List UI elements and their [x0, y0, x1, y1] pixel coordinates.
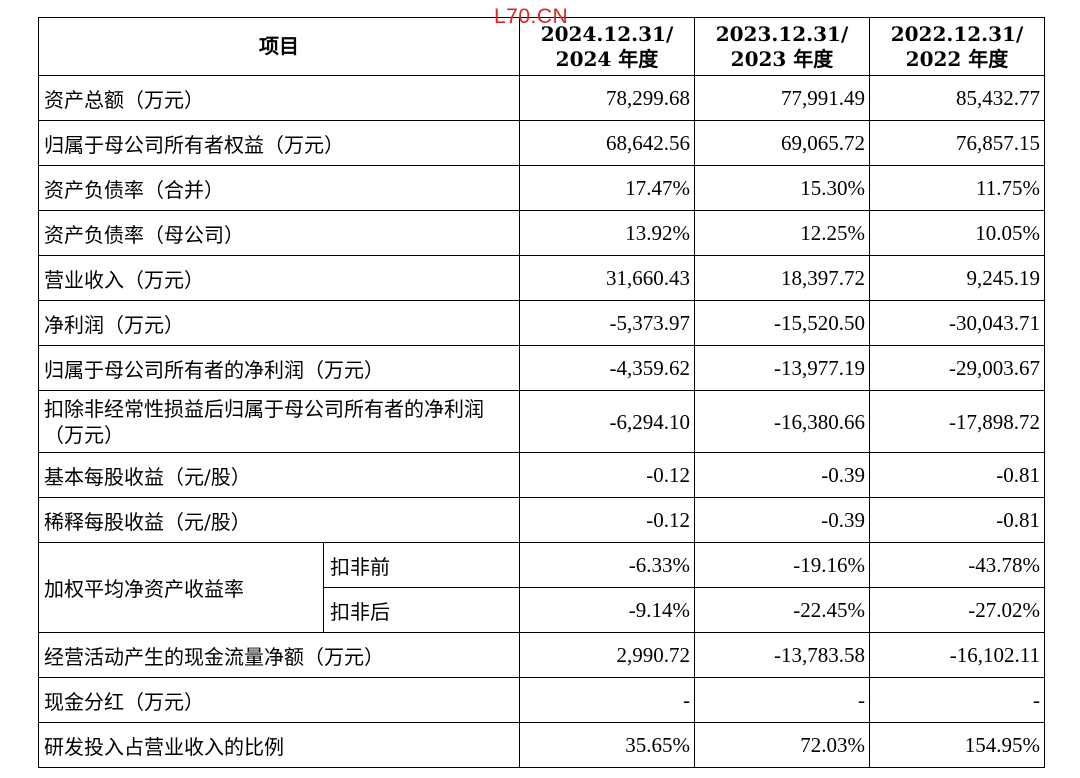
cell-2024: 17.47%: [519, 165, 695, 211]
cell-2023: -13,977.19: [694, 345, 870, 391]
cell-2024: -: [519, 677, 695, 723]
header-2024-date: 2024.12.31/: [540, 21, 674, 46]
cell-2022: -27.02%: [869, 587, 1045, 633]
header-2024: 2024.12.31/ 2024 年度: [519, 17, 695, 76]
cell-2023: -0.39: [694, 497, 870, 543]
cell-2022: -30,043.71: [869, 300, 1045, 346]
cell-2022: -16,102.11: [869, 632, 1045, 678]
table-row: 现金分红（万元） - - -: [38, 677, 1045, 723]
cell-2023: 72.03%: [694, 722, 870, 768]
table-row: 研发投入占营业收入的比例 35.65% 72.03% 154.95%: [38, 722, 1045, 768]
table-row: 稀释每股收益（元/股） -0.12 -0.39 -0.81: [38, 497, 1045, 543]
row-label: 研发投入占营业收入的比例: [38, 722, 520, 768]
cell-2023: -22.45%: [694, 587, 870, 633]
row-label: 资产负债率（合并）: [38, 165, 520, 211]
table-row: 归属于母公司所有者权益（万元） 68,642.56 69,065.72 76,8…: [38, 120, 1045, 166]
cell-2024: -0.12: [519, 452, 695, 498]
cell-2022: -29,003.67: [869, 345, 1045, 391]
table-row: 加权平均净资产收益率 扣非前 -6.33% -19.16% -43.78%: [38, 542, 1045, 633]
table-row: 扣除非经常性损益后归属于母公司所有者的净利润（万元） -6,294.10 -16…: [38, 390, 1045, 453]
row-label: 扣除非经常性损益后归属于母公司所有者的净利润（万元）: [38, 390, 520, 453]
cell-2022: 11.75%: [869, 165, 1045, 211]
cell-2022: 76,857.15: [869, 120, 1045, 166]
cell-2023: 12.25%: [694, 210, 870, 256]
roe-before-label: 扣非前: [323, 542, 520, 588]
cell-2023: 18,397.72: [694, 255, 870, 301]
table-row: 资产负债率（母公司） 13.92% 12.25% 10.05%: [38, 210, 1045, 256]
cell-2022: -0.81: [869, 497, 1045, 543]
cell-2024: 2,990.72: [519, 632, 695, 678]
header-2023: 2023.12.31/ 2023 年度: [694, 17, 870, 76]
row-label: 现金分红（万元）: [38, 677, 520, 723]
row-label: 营业收入（万元）: [38, 255, 520, 301]
cell-2023: -16,380.66: [694, 390, 870, 453]
cell-2023: -19.16%: [694, 542, 870, 588]
cell-2022: 154.95%: [869, 722, 1045, 768]
cell-2024: -0.12: [519, 497, 695, 543]
table-row: 资产负债率（合并） 17.47% 15.30% 11.75%: [38, 165, 1045, 211]
financial-table: 项目 2024.12.31/ 2024 年度 2023.12.31/ 2023 …: [38, 17, 1045, 768]
cell-2022: -43.78%: [869, 542, 1045, 588]
row-label: 基本每股收益（元/股）: [38, 452, 520, 498]
row-label: 归属于母公司所有者的净利润（万元）: [38, 345, 520, 391]
cell-2023: 15.30%: [694, 165, 870, 211]
table-row: 归属于母公司所有者的净利润（万元） -4,359.62 -13,977.19 -…: [38, 345, 1045, 391]
cell-2022: 85,432.77: [869, 75, 1045, 121]
cell-2022: 10.05%: [869, 210, 1045, 256]
cell-2023: -: [694, 677, 870, 723]
header-2022: 2022.12.31/ 2022 年度: [869, 17, 1045, 76]
header-item: 项目: [38, 17, 520, 76]
header-2024-year: 2024 年度: [555, 46, 659, 71]
cell-2024: -6,294.10: [519, 390, 695, 453]
row-label: 归属于母公司所有者权益（万元）: [38, 120, 520, 166]
table-row: 资产总额（万元） 78,299.68 77,991.49 85,432.77: [38, 75, 1045, 121]
table-row: 基本每股收益（元/股） -0.12 -0.39 -0.81: [38, 452, 1045, 498]
cell-2023: 69,065.72: [694, 120, 870, 166]
cell-2024: -4,359.62: [519, 345, 695, 391]
cell-2024: 35.65%: [519, 722, 695, 768]
cell-2024: -9.14%: [519, 587, 695, 633]
row-label: 资产总额（万元）: [38, 75, 520, 121]
header-2022-year: 2022 年度: [905, 46, 1009, 71]
cell-2024: -6.33%: [519, 542, 695, 588]
row-label: 净利润（万元）: [38, 300, 520, 346]
row-label: 稀释每股收益（元/股）: [38, 497, 520, 543]
row-label: 资产负债率（母公司）: [38, 210, 520, 256]
cell-2023: -0.39: [694, 452, 870, 498]
cell-2022: -0.81: [869, 452, 1045, 498]
table-row: 营业收入（万元） 31,660.43 18,397.72 9,245.19: [38, 255, 1045, 301]
watermark: L70.CN: [494, 5, 569, 28]
cell-2022: 9,245.19: [869, 255, 1045, 301]
header-2022-date: 2022.12.31/: [890, 21, 1024, 46]
cell-2022: -: [869, 677, 1045, 723]
cell-2024: 68,642.56: [519, 120, 695, 166]
header-2023-date: 2023.12.31/: [715, 21, 849, 46]
row-label: 经营活动产生的现金流量净额（万元）: [38, 632, 520, 678]
roe-after-label: 扣非后: [323, 587, 520, 633]
cell-2023: -13,783.58: [694, 632, 870, 678]
header-row: 项目 2024.12.31/ 2024 年度 2023.12.31/ 2023 …: [38, 17, 1045, 76]
cell-2023: 77,991.49: [694, 75, 870, 121]
cell-2024: 13.92%: [519, 210, 695, 256]
table-row: 扣非后 -9.14% -22.45% -27.02%: [39, 587, 1045, 633]
cell-2024: 31,660.43: [519, 255, 695, 301]
cell-2024: -5,373.97: [519, 300, 695, 346]
table-row: 经营活动产生的现金流量净额（万元） 2,990.72 -13,783.58 -1…: [38, 632, 1045, 678]
cell-2023: -15,520.50: [694, 300, 870, 346]
roe-label: 加权平均净资产收益率: [38, 542, 324, 633]
cell-2022: -17,898.72: [869, 390, 1045, 453]
cell-2024: 78,299.68: [519, 75, 695, 121]
header-2023-year: 2023 年度: [730, 46, 834, 71]
table-row: 净利润（万元） -5,373.97 -15,520.50 -30,043.71: [38, 300, 1045, 346]
